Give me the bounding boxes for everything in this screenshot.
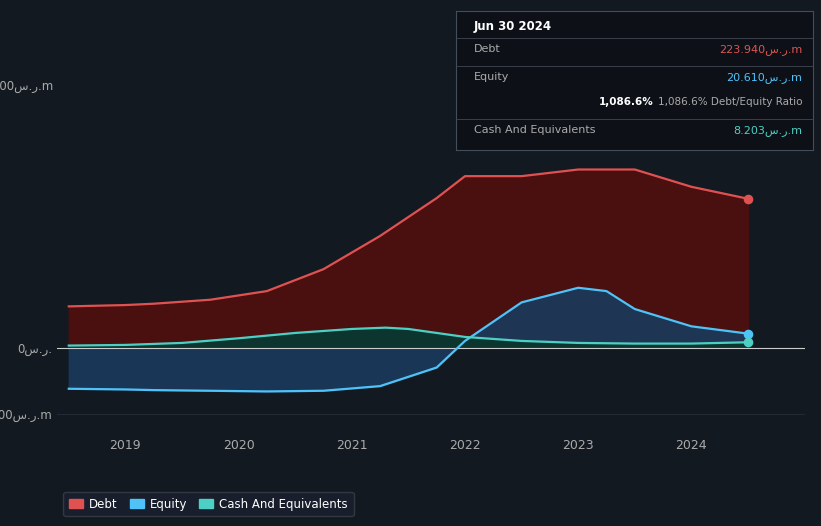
Text: Debt: Debt <box>474 44 500 54</box>
Text: 1,086.6%: 1,086.6% <box>599 97 654 107</box>
Text: Equity: Equity <box>474 72 509 82</box>
Text: 20.610س.ر.m: 20.610س.ر.m <box>727 72 802 83</box>
Text: 300س.ر.m: 300س.ر.m <box>0 80 53 93</box>
Point <box>741 195 754 203</box>
Text: Cash And Equivalents: Cash And Equivalents <box>474 125 595 135</box>
Text: Jun 30 2024: Jun 30 2024 <box>474 21 552 33</box>
Text: 1,086.6% Debt/Equity Ratio: 1,086.6% Debt/Equity Ratio <box>658 97 802 107</box>
Point <box>741 329 754 338</box>
Text: 8.203س.ر.m: 8.203س.ر.m <box>733 125 802 136</box>
Text: 223.940س.ر.m: 223.940س.ر.m <box>719 44 802 55</box>
Legend: Debt, Equity, Cash And Equivalents: Debt, Equity, Cash And Equivalents <box>63 492 354 517</box>
Point <box>741 338 754 347</box>
